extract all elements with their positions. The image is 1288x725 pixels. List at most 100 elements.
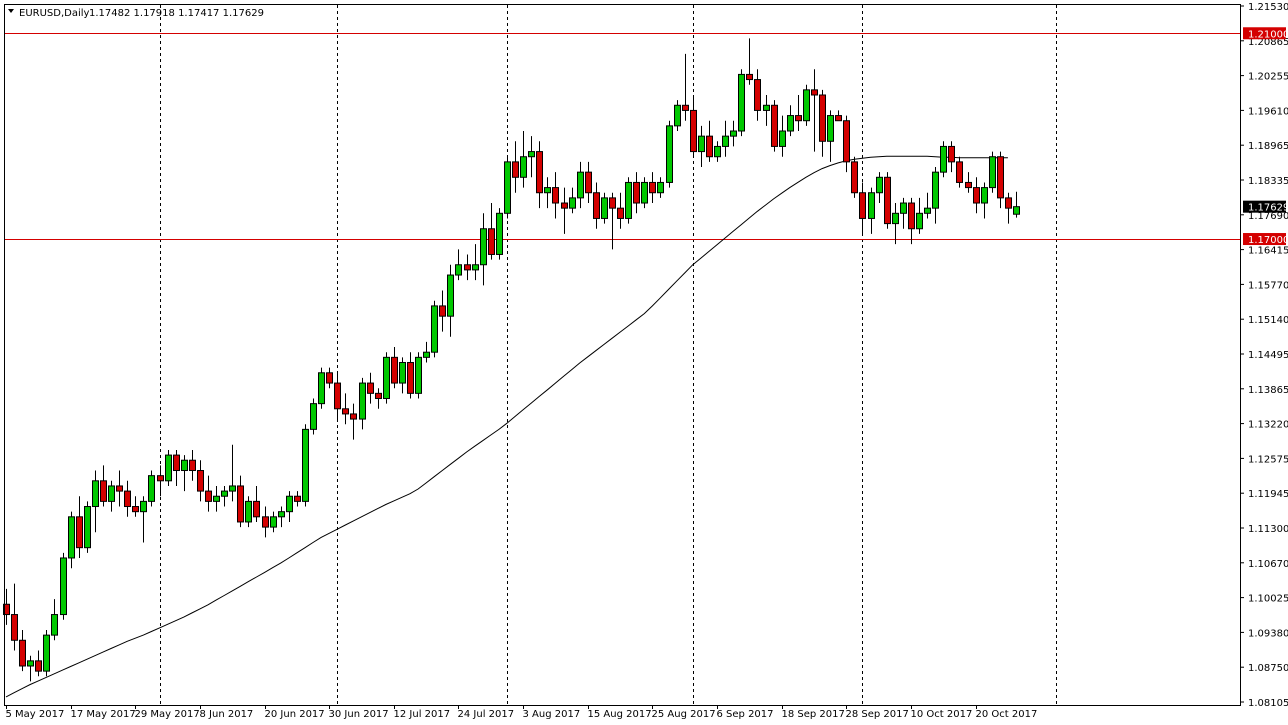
candle-bearish[interactable]	[690, 94, 697, 157]
candle-bullish[interactable]	[278, 506, 285, 528]
candle-bullish[interactable]	[221, 485, 228, 507]
candle-bullish[interactable]	[229, 444, 236, 502]
candle-bullish[interactable]	[84, 501, 91, 553]
candle-bearish[interactable]	[375, 388, 382, 409]
candle-bullish[interactable]	[722, 120, 729, 157]
candle-bearish[interactable]	[536, 141, 543, 209]
candle-bullish[interactable]	[803, 84, 810, 126]
candle-bullish[interactable]	[68, 511, 75, 569]
candle-bullish[interactable]	[318, 367, 325, 409]
candle-bearish[interactable]	[585, 161, 592, 204]
candle-bearish[interactable]	[908, 197, 915, 245]
candle-bearish[interactable]	[19, 629, 26, 672]
candle-bullish[interactable]	[763, 94, 770, 126]
candle-bullish[interactable]	[27, 655, 34, 682]
candle-bullish[interactable]	[657, 177, 664, 198]
horizontal-lines[interactable]	[4, 33, 1240, 240]
candle-bullish[interactable]	[504, 156, 511, 219]
candle-bullish[interactable]	[383, 352, 390, 404]
candle-bearish[interactable]	[811, 69, 818, 152]
candle-bearish[interactable]	[157, 465, 164, 497]
candle-bearish[interactable]	[795, 94, 802, 132]
candle-bearish[interactable]	[633, 172, 640, 214]
candle-bullish[interactable]	[730, 120, 737, 147]
candle-bullish[interactable]	[1013, 191, 1020, 218]
candle-bearish[interactable]	[464, 254, 471, 281]
candle-bullish[interactable]	[245, 496, 252, 528]
candle-bearish[interactable]	[965, 172, 972, 193]
candle-bullish[interactable]	[738, 69, 745, 137]
candle-bearish[interactable]	[294, 491, 301, 507]
candle-bullish[interactable]	[415, 352, 422, 399]
candle-bearish[interactable]	[391, 347, 398, 389]
candle-bearish[interactable]	[706, 120, 713, 162]
candle-bearish[interactable]	[609, 192, 616, 250]
candle-bearish[interactable]	[488, 203, 495, 260]
candle-bullish[interactable]	[399, 357, 406, 394]
candle-bullish[interactable]	[43, 629, 50, 677]
candle-bullish[interactable]	[270, 511, 277, 533]
candle-bullish[interactable]	[544, 177, 551, 209]
candle-bullish[interactable]	[528, 136, 535, 178]
candle-bullish[interactable]	[286, 491, 293, 522]
candle-bullish[interactable]	[108, 480, 115, 512]
candle-bearish[interactable]	[851, 156, 858, 198]
candle-bearish[interactable]	[124, 480, 131, 517]
candle-bearish[interactable]	[843, 115, 850, 173]
candle-bearish[interactable]	[342, 393, 349, 425]
candle-bullish[interactable]	[165, 449, 172, 486]
candle-bullish[interactable]	[520, 131, 527, 188]
candle-bearish[interactable]	[859, 182, 866, 234]
candle-bullish[interactable]	[496, 208, 503, 260]
candle-bearish[interactable]	[973, 177, 980, 214]
candle-bearish[interactable]	[771, 100, 778, 152]
candle-bearish[interactable]	[326, 367, 333, 389]
candle-bearish[interactable]	[649, 172, 656, 204]
candle-bullish[interactable]	[148, 470, 155, 507]
candle-bullish[interactable]	[892, 203, 899, 245]
candle-bullish[interactable]	[924, 192, 931, 219]
candle-bearish[interactable]	[116, 470, 123, 507]
candle-bearish[interactable]	[205, 475, 212, 512]
candle-bullish[interactable]	[181, 455, 188, 492]
candle-bearish[interactable]	[561, 187, 568, 234]
candle-bearish[interactable]	[754, 69, 761, 121]
candle-bearish[interactable]	[617, 192, 624, 229]
candle-bullish[interactable]	[625, 177, 632, 224]
candle-bullish[interactable]	[601, 192, 608, 224]
candle-bearish[interactable]	[197, 460, 204, 502]
candle-bullish[interactable]	[569, 187, 576, 214]
candle-bearish[interactable]	[682, 53, 689, 121]
candle-bullish[interactable]	[989, 151, 996, 193]
candle-bearish[interactable]	[334, 372, 341, 420]
candle-bearish[interactable]	[552, 172, 559, 219]
candle-bearish[interactable]	[439, 290, 446, 332]
candle-bearish[interactable]	[948, 141, 955, 173]
candle-bullish[interactable]	[940, 141, 947, 178]
candle-bullish[interactable]	[932, 167, 939, 224]
candle-bullish[interactable]	[302, 424, 309, 507]
candle-bullish[interactable]	[310, 398, 317, 435]
candle-bullish[interactable]	[60, 552, 67, 620]
candle-bullish[interactable]	[359, 377, 366, 430]
candle-bearish[interactable]	[100, 465, 107, 507]
candle-bearish[interactable]	[76, 496, 83, 558]
candle-bullish[interactable]	[423, 341, 430, 363]
candle-bullish[interactable]	[472, 244, 479, 281]
candle-bearish[interactable]	[237, 475, 244, 528]
candle-bullish[interactable]	[641, 177, 648, 209]
candle-bearish[interactable]	[262, 506, 269, 538]
candle-bearish[interactable]	[3, 588, 10, 625]
candle-bullish[interactable]	[981, 182, 988, 219]
candle-bullish[interactable]	[213, 485, 220, 512]
candle-bullish[interactable]	[876, 172, 883, 204]
candle-bullish[interactable]	[666, 120, 673, 188]
candle-bearish[interactable]	[407, 352, 414, 399]
candle-bullish[interactable]	[900, 197, 907, 229]
candles[interactable]	[3, 38, 1020, 682]
candle-bearish[interactable]	[512, 141, 519, 193]
candle-bearish[interactable]	[173, 449, 180, 486]
candle-bullish[interactable]	[431, 300, 438, 358]
